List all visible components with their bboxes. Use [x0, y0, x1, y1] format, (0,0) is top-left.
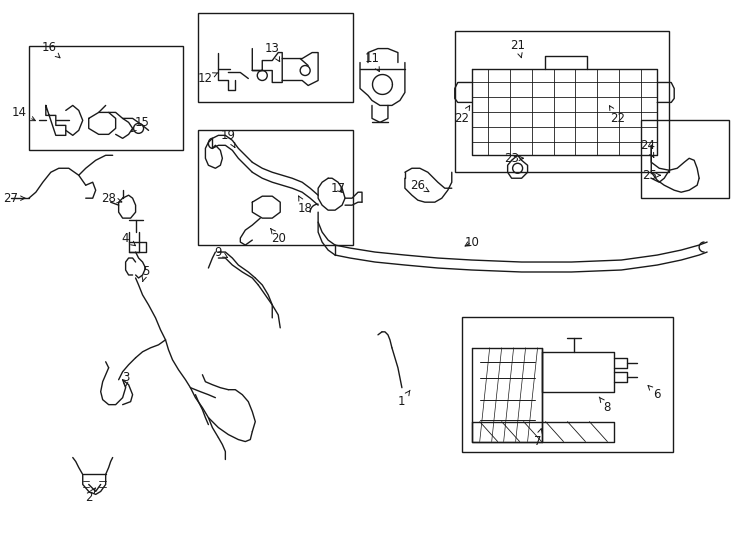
Bar	[29, 45, 184, 150]
Text: 22: 22	[609, 106, 625, 125]
Text: 18: 18	[298, 196, 313, 215]
Text: 22: 22	[454, 106, 470, 125]
Bar	[455, 31, 669, 172]
Text: 20: 20	[271, 228, 286, 245]
Text: 14: 14	[12, 106, 35, 120]
Bar	[198, 12, 353, 103]
Text: 6: 6	[648, 386, 661, 401]
Text: 23: 23	[504, 152, 523, 165]
Text: 1: 1	[398, 390, 410, 408]
Text: 8: 8	[599, 397, 611, 414]
Text: 17: 17	[330, 182, 346, 195]
Text: 10: 10	[465, 235, 479, 248]
Text: 3: 3	[122, 371, 129, 387]
Text: 15: 15	[131, 116, 150, 132]
Text: 27: 27	[4, 192, 25, 205]
Text: 12: 12	[198, 72, 218, 85]
Text: 24: 24	[640, 139, 655, 158]
Text: 28: 28	[101, 192, 122, 205]
Text: 16: 16	[41, 41, 60, 58]
Bar	[462, 317, 673, 451]
Text: 25: 25	[642, 168, 660, 182]
Bar	[642, 120, 729, 198]
Text: 13: 13	[265, 42, 280, 62]
Text: 11: 11	[365, 52, 379, 72]
Text: 7: 7	[534, 429, 542, 448]
Text: 26: 26	[410, 179, 429, 192]
Text: 5: 5	[142, 266, 149, 281]
Text: 19: 19	[221, 129, 236, 147]
Bar	[198, 130, 353, 245]
Text: 9: 9	[214, 246, 228, 259]
Text: 2: 2	[85, 488, 95, 504]
Text: 4: 4	[122, 232, 136, 246]
Text: 21: 21	[510, 39, 525, 58]
